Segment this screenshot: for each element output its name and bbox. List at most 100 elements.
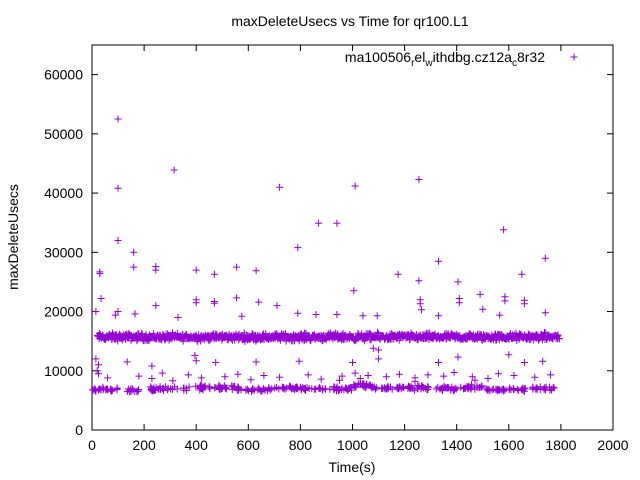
data-point-low <box>423 386 431 394</box>
data-point-outlier <box>152 302 160 310</box>
legend-marker <box>570 53 578 61</box>
data-point-low <box>261 386 269 394</box>
data-point-low <box>533 384 541 392</box>
data-point-outlier <box>238 312 246 320</box>
data-point-outlier <box>294 244 302 252</box>
data-point-outlier <box>416 300 424 308</box>
data-point-low <box>206 385 214 393</box>
data-point-low <box>104 386 112 394</box>
data-point-band <box>541 328 548 336</box>
data-point-low <box>417 385 425 393</box>
data-point-low <box>185 383 193 391</box>
data-point-mid <box>382 373 390 381</box>
data-point-mid <box>158 369 166 377</box>
y-tick-label: 50000 <box>44 126 83 142</box>
data-point-low <box>182 384 190 392</box>
data-point-mid <box>135 372 143 380</box>
data-point-low <box>408 384 416 392</box>
data-point-low <box>358 380 366 388</box>
data-point-mid <box>234 370 242 378</box>
data-point-outlier <box>192 357 200 365</box>
data-point-outlier <box>192 299 200 307</box>
data-point-low <box>211 383 219 391</box>
data-point-outlier <box>114 308 122 315</box>
legend: ma100506relwithdbg.cz12ac8r32 <box>345 49 578 69</box>
data-point-outlier <box>148 362 156 370</box>
plot-frame <box>91 44 614 431</box>
data-point-outlier <box>252 267 260 275</box>
x-tick-label: 1000 <box>337 437 368 453</box>
data-point-low <box>154 385 162 393</box>
data-point-outlier <box>375 346 383 354</box>
data-point-outlier <box>191 351 199 359</box>
data-point-outlier <box>418 306 425 314</box>
legend-label-part: ma100506 <box>345 49 411 65</box>
x-axis: 0 200 400 600 800 1000 1200 1400 1600 1800 2000 <box>88 45 629 453</box>
data-point-outlier <box>114 237 122 244</box>
x-tick-label: 800 <box>289 437 313 453</box>
legend-label-part: el <box>414 49 425 65</box>
legend-marker-plus <box>570 53 578 61</box>
data-point-outlier <box>210 270 218 278</box>
data-point-outlier <box>114 184 122 192</box>
data-point-outlier <box>294 309 302 317</box>
data-point-low <box>418 382 426 390</box>
data-point-outlier <box>333 311 341 318</box>
data-point-outlier <box>233 263 241 271</box>
x-tick-label: 2000 <box>597 437 628 453</box>
legend-entry-label: ma100506relwithdbg.cz12ac8r32 <box>345 49 545 69</box>
legend-label-part: w <box>424 58 433 69</box>
data-point-low <box>167 385 174 393</box>
data-point-low <box>92 387 100 395</box>
x-tick-label: 1800 <box>545 437 576 453</box>
data-point-low <box>107 387 115 395</box>
data-point-mid <box>304 371 312 379</box>
data-point-outlier <box>375 355 383 363</box>
x-axis-label: Time(s) <box>329 459 376 475</box>
data-point-mid <box>494 370 502 378</box>
data-point-mid <box>247 376 255 384</box>
data-point-outlier <box>496 311 504 319</box>
x-tick-label: 1600 <box>493 437 524 453</box>
x-tick-label: 1400 <box>441 437 472 453</box>
data-point-low <box>192 382 200 390</box>
data-point-low <box>258 387 266 395</box>
data-point-outlier <box>333 219 341 227</box>
data-point-band <box>277 335 285 343</box>
data-point-low <box>451 384 459 392</box>
data-point-outlier <box>130 263 138 271</box>
data-point-mid <box>104 374 112 382</box>
data-point-low <box>540 385 548 393</box>
y-tick-label: 0 <box>75 422 83 438</box>
data-point-outlier <box>435 359 442 366</box>
data-points <box>89 115 563 396</box>
data-point-outlier <box>295 357 303 365</box>
data-point-low <box>316 384 324 392</box>
data-point-low <box>445 384 453 392</box>
data-point-low <box>354 379 362 387</box>
data-point-low <box>249 385 256 393</box>
data-point-mid <box>260 372 268 379</box>
legend-label-part: 8r32 <box>517 49 545 65</box>
legend-label-part: r <box>411 58 415 69</box>
data-point-mid <box>484 375 492 382</box>
data-point-outlier <box>192 266 200 274</box>
data-point-mid <box>411 377 419 385</box>
data-point-outlier <box>111 311 119 319</box>
data-point-low <box>312 385 320 393</box>
data-point-low <box>438 384 446 392</box>
data-point-outlier <box>359 312 367 320</box>
data-point-low <box>382 385 390 393</box>
data-point-outlier <box>520 300 528 308</box>
data-point-mid <box>184 371 192 379</box>
data-point-low <box>222 385 230 393</box>
data-point-low <box>483 385 491 393</box>
data-point-outlier <box>501 297 509 305</box>
data-point-outlier <box>92 308 100 315</box>
data-point-outlier <box>476 290 484 298</box>
x-tick-label: 1200 <box>389 437 420 453</box>
data-point-low <box>466 384 474 392</box>
data-point-low <box>368 382 376 390</box>
data-point-low <box>350 381 358 389</box>
data-point-outlier <box>394 270 402 278</box>
